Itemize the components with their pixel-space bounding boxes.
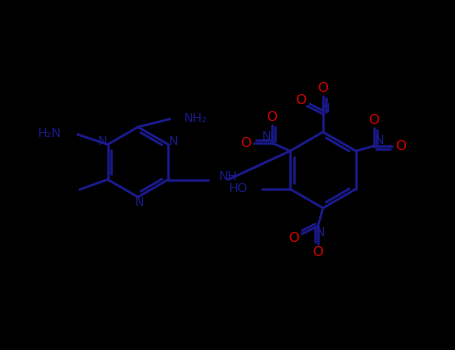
Text: O: O [395,139,406,153]
Text: N: N [375,134,384,147]
Text: O: O [318,81,329,95]
Text: H₂N: H₂N [38,127,62,140]
Text: O: O [267,110,278,124]
Text: O: O [288,231,299,245]
Text: HO: HO [229,182,248,196]
Text: N: N [98,135,107,148]
Text: O: O [369,113,379,127]
Text: N: N [262,131,271,144]
Text: N: N [134,196,144,210]
Text: N: N [315,226,325,239]
Text: O: O [296,93,306,107]
Text: NH: NH [218,170,237,183]
Text: N: N [320,102,330,114]
Text: O: O [241,136,252,150]
Text: N: N [169,135,178,148]
Text: O: O [313,245,324,259]
Text: NH₂: NH₂ [184,112,208,125]
